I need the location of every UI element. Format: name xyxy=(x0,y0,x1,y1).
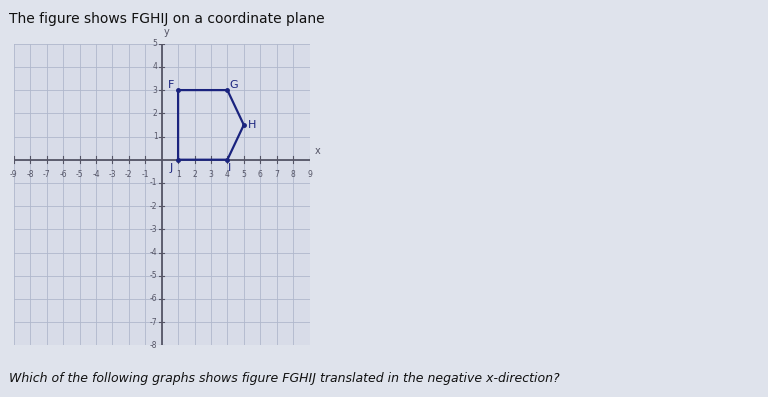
Text: G: G xyxy=(230,81,238,91)
Text: 3: 3 xyxy=(208,170,214,179)
Text: -7: -7 xyxy=(150,318,157,327)
Text: -5: -5 xyxy=(150,271,157,280)
Text: -9: -9 xyxy=(10,170,18,179)
Text: x: x xyxy=(315,146,320,156)
Text: J: J xyxy=(170,163,173,173)
Text: 9: 9 xyxy=(307,170,312,179)
Text: -3: -3 xyxy=(108,170,116,179)
Text: 1: 1 xyxy=(153,132,157,141)
Text: -1: -1 xyxy=(141,170,149,179)
Text: F: F xyxy=(168,81,174,91)
Text: 6: 6 xyxy=(258,170,263,179)
Text: -8: -8 xyxy=(27,170,34,179)
Text: -6: -6 xyxy=(150,295,157,303)
Text: 3: 3 xyxy=(153,86,157,94)
Text: -2: -2 xyxy=(150,202,157,211)
Text: -2: -2 xyxy=(125,170,133,179)
Text: I: I xyxy=(227,163,230,173)
Text: 5: 5 xyxy=(241,170,247,179)
Text: 5: 5 xyxy=(153,39,157,48)
Text: -3: -3 xyxy=(150,225,157,234)
Text: -4: -4 xyxy=(92,170,100,179)
Text: 2: 2 xyxy=(153,109,157,118)
Text: 4: 4 xyxy=(153,62,157,71)
Text: 2: 2 xyxy=(192,170,197,179)
Text: 4: 4 xyxy=(225,170,230,179)
Text: y: y xyxy=(164,27,170,37)
Text: -1: -1 xyxy=(150,178,157,187)
Text: -5: -5 xyxy=(76,170,84,179)
Text: The figure shows FGHIJ on a coordinate plane: The figure shows FGHIJ on a coordinate p… xyxy=(9,12,325,26)
Text: 8: 8 xyxy=(291,170,296,179)
Text: -6: -6 xyxy=(59,170,67,179)
Text: 1: 1 xyxy=(176,170,180,179)
Text: -8: -8 xyxy=(150,341,157,350)
Text: Which of the following graphs shows figure FGHIJ translated in the negative x-di: Which of the following graphs shows figu… xyxy=(9,372,560,385)
Text: H: H xyxy=(248,120,257,130)
Text: 7: 7 xyxy=(274,170,279,179)
Text: -4: -4 xyxy=(150,248,157,257)
Text: -7: -7 xyxy=(43,170,51,179)
